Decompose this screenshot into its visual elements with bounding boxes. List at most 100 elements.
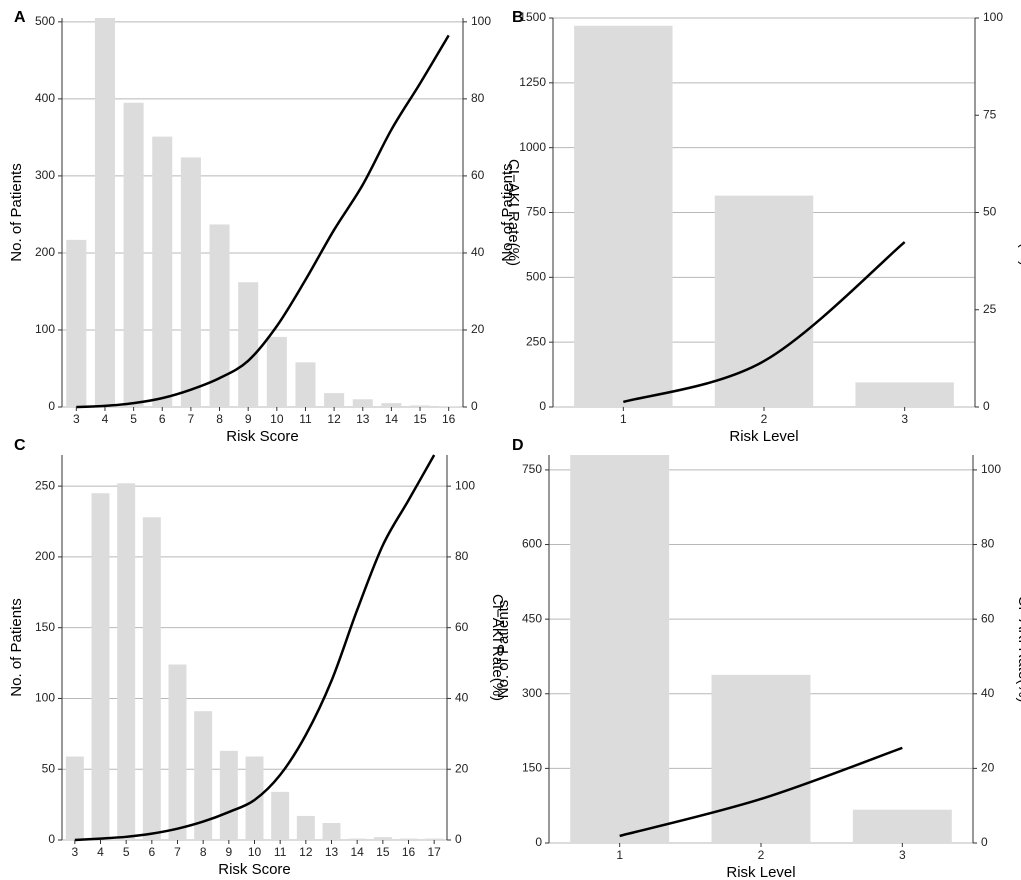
bar [209,224,230,407]
bar [295,362,316,407]
y2-tick-label: 60 [455,620,469,634]
y2-axis-title: CI−AKI Rate(%) [1017,159,1021,266]
y2-tick-label: 60 [981,611,995,625]
y-axis-title: No. of Patients [8,598,25,696]
y2-tick-label: 0 [455,832,462,846]
x-tick-label: 2 [761,412,768,426]
rate-line [622,241,906,404]
y-tick-label: 600 [522,537,542,551]
x-tick-label: 10 [270,412,284,426]
x-tick-label: 3 [901,412,908,426]
bar [65,756,84,840]
bar [238,282,259,407]
x-tick-label: 13 [356,412,370,426]
bar [570,455,670,843]
y2-tick-label: 20 [455,761,469,775]
y-tick-label: 150 [35,620,55,634]
y-tick-label: 200 [35,245,55,259]
y2-tick-label: 40 [981,686,995,700]
rate-line [74,454,436,842]
x-tick-label: 15 [376,845,390,859]
x-tick-label: 1 [616,848,623,862]
x-tick-label: 9 [225,845,232,859]
y-tick-label: 50 [42,761,56,775]
bar [324,393,345,407]
panel-label: B [512,9,524,26]
bar [322,823,341,840]
x-tick-label: 5 [130,412,137,426]
x-axis-title: Risk Score [226,428,299,445]
y-tick-label: 100 [35,691,55,705]
x-axis-title: Risk Level [729,428,798,445]
y-tick-label: 100 [35,322,55,336]
y2-axis-title: CI−AKI Rate(%) [489,594,506,701]
y-tick-label: 500 [526,270,546,284]
x-tick-label: 10 [248,845,262,859]
x-tick-label: 11 [274,845,287,859]
y2-tick-label: 80 [455,549,469,563]
x-tick-label: 4 [102,412,109,426]
bar [168,664,187,840]
y2-tick-label: 0 [981,835,988,849]
bar [266,336,287,407]
x-tick-label: 17 [427,845,441,859]
x-tick-label: 3 [899,848,906,862]
y-axis-title: No. of Patients [499,163,516,261]
bar [352,399,373,407]
bar [410,405,431,407]
x-tick-label: 13 [325,845,339,859]
bar [123,102,144,408]
x-tick-label: 5 [123,845,130,859]
y-tick-label: 1500 [519,10,546,24]
x-tick-label: 7 [188,412,195,426]
x-tick-label: 11 [299,412,312,426]
bar [381,403,402,407]
y2-axis-title: CI−AKI Rate(%) [505,159,522,266]
y2-tick-label: 40 [455,691,469,705]
bar [438,406,459,407]
rate-line [76,34,450,409]
x-tick-label: 12 [327,412,341,426]
y-tick-label: 250 [35,478,55,492]
y-axis-title: No. of Patients [495,600,512,698]
y-tick-label: 450 [522,611,542,625]
x-tick-label: 1 [620,412,627,426]
x-tick-label: 14 [350,845,364,859]
bar [142,517,161,840]
y-tick-label: 750 [522,462,542,476]
rate-line [619,746,903,838]
bar [91,493,110,840]
y-tick-label: 0 [48,832,55,846]
bar [425,838,444,840]
x-tick-label: 16 [442,412,456,426]
x-tick-label: 4 [97,845,104,859]
x-tick-label: 6 [148,845,155,859]
y-tick-label: 750 [526,205,546,219]
y-tick-label: 500 [35,14,55,28]
y2-tick-label: 60 [471,168,485,182]
y2-tick-label: 0 [471,399,478,413]
panel-label: A [14,9,26,26]
y2-tick-label: 75 [983,107,997,121]
y2-tick-label: 100 [471,14,491,28]
x-tick-label: 8 [200,845,207,859]
y-tick-label: 150 [522,761,542,775]
x-tick-label: 16 [402,845,416,859]
x-tick-label: 3 [71,845,78,859]
x-tick-label: 9 [245,412,252,426]
bar [373,837,392,840]
y-tick-label: 250 [526,334,546,348]
bar [296,815,315,840]
y2-tick-label: 25 [983,302,997,316]
y-tick-label: 0 [48,399,55,413]
bar [66,239,87,407]
bar [399,838,418,840]
bar [855,382,954,407]
x-axis-title: Risk Score [218,861,291,878]
bar [852,809,952,843]
bar [152,136,173,408]
y2-tick-label: 100 [455,478,475,492]
x-tick-label: 15 [413,412,427,426]
y-tick-label: 0 [535,835,542,849]
